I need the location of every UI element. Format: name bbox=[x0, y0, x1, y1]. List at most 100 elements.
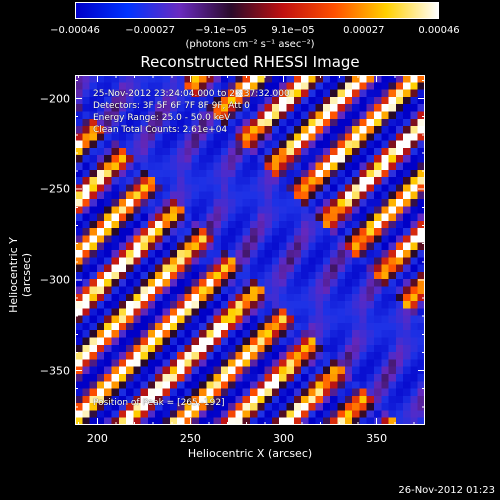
heatmap-cell bbox=[242, 301, 251, 309]
heatmap-cell bbox=[177, 235, 185, 244]
heatmap-cell bbox=[330, 264, 338, 273]
heatmap-cell bbox=[417, 235, 425, 244]
heatmap-cell bbox=[293, 104, 302, 112]
heatmap-cell bbox=[264, 162, 273, 171]
heatmap-cell bbox=[184, 133, 193, 142]
heatmap-cell bbox=[308, 155, 317, 163]
heatmap-cell bbox=[381, 315, 389, 324]
heatmap-cell bbox=[352, 330, 360, 338]
heatmap-cell bbox=[133, 279, 142, 287]
heatmap-cell bbox=[213, 293, 222, 302]
heatmap-cell bbox=[126, 286, 134, 295]
heatmap-cell bbox=[235, 104, 244, 112]
heatmap-cell bbox=[198, 352, 207, 360]
heatmap-cell bbox=[337, 395, 346, 404]
heatmap-cell bbox=[388, 184, 397, 193]
heatmap-cell bbox=[381, 271, 389, 280]
heatmap-cell bbox=[388, 330, 397, 338]
heatmap-cell bbox=[206, 162, 214, 171]
heatmap-cell bbox=[395, 220, 404, 229]
heatmap-cell bbox=[235, 133, 244, 142]
heatmap-cell bbox=[126, 133, 134, 142]
heatmap-cell bbox=[381, 403, 389, 411]
heatmap-cell bbox=[352, 82, 360, 90]
heatmap-cell bbox=[344, 191, 353, 200]
heatmap-cell bbox=[155, 395, 163, 404]
heatmap-cell bbox=[89, 140, 98, 149]
heatmap-cell bbox=[308, 184, 317, 193]
heatmap-cell bbox=[96, 293, 105, 302]
heatmap-cell bbox=[395, 279, 404, 287]
heatmap-cell bbox=[264, 388, 273, 397]
heatmap-cell bbox=[126, 184, 134, 193]
heatmap-cell bbox=[359, 388, 368, 397]
heatmap-cell bbox=[301, 315, 309, 324]
heatmap-cell bbox=[235, 388, 244, 397]
heatmap-cell bbox=[220, 220, 229, 229]
heatmap-cell bbox=[395, 133, 404, 142]
heatmap-cell bbox=[286, 228, 295, 236]
heatmap-cell bbox=[177, 373, 185, 382]
heatmap-cell bbox=[235, 337, 244, 346]
heatmap-cell bbox=[359, 264, 368, 273]
heatmap-cell bbox=[308, 271, 317, 280]
heatmap-cell bbox=[147, 82, 156, 90]
heatmap-cell bbox=[279, 271, 287, 280]
heatmap-cell bbox=[198, 366, 207, 375]
heatmap-cell bbox=[257, 162, 265, 171]
heatmap-cell bbox=[279, 162, 287, 171]
heatmap-cell bbox=[271, 250, 280, 258]
heatmap-cell bbox=[184, 177, 193, 185]
heatmap-cell bbox=[242, 403, 251, 411]
heatmap-cell bbox=[403, 111, 411, 120]
heatmap-cell bbox=[82, 213, 90, 222]
heatmap-cell bbox=[162, 235, 171, 244]
heatmap-cell bbox=[169, 177, 178, 185]
heatmap-cell bbox=[242, 271, 251, 280]
heatmap-cell bbox=[352, 111, 360, 120]
heatmap-cell bbox=[250, 250, 258, 258]
heatmap-cell bbox=[322, 308, 331, 317]
heatmap-cell bbox=[250, 89, 258, 98]
heatmap-cell bbox=[322, 89, 331, 98]
heatmap-cell bbox=[82, 322, 90, 331]
heatmap-cell bbox=[315, 169, 324, 178]
heatmap-cell bbox=[359, 257, 368, 265]
heatmap-cell bbox=[403, 373, 411, 382]
heatmap-cell bbox=[301, 89, 309, 98]
heatmap-cell bbox=[301, 388, 309, 397]
heatmap-cell bbox=[111, 235, 120, 244]
heatmap-cell bbox=[293, 140, 302, 149]
heatmap-cell bbox=[337, 242, 346, 251]
heatmap-cell bbox=[279, 403, 287, 411]
heatmap-cell bbox=[111, 169, 120, 178]
heatmap-cell bbox=[388, 198, 397, 207]
heatmap-cell bbox=[111, 279, 120, 287]
heatmap-cell bbox=[330, 373, 338, 382]
heatmap-cell bbox=[133, 264, 142, 273]
annotation-time-range: 25-Nov-2012 23:24:04.000 to 23:37:32.000 bbox=[93, 89, 290, 99]
heatmap-cell bbox=[133, 322, 142, 331]
heatmap-cell bbox=[293, 235, 302, 244]
heatmap-cell bbox=[337, 388, 346, 397]
heatmap-cell bbox=[337, 330, 346, 338]
heatmap-cell bbox=[75, 82, 83, 90]
heatmap-cell bbox=[271, 184, 280, 193]
heatmap-cell bbox=[359, 198, 368, 207]
heatmap-cell bbox=[220, 366, 229, 375]
heatmap-cell bbox=[250, 366, 258, 375]
heatmap-cell bbox=[417, 344, 425, 353]
heatmap-cell bbox=[286, 162, 295, 171]
heatmap-cell bbox=[293, 381, 302, 389]
heatmap-cell bbox=[410, 352, 419, 360]
heatmap-cell bbox=[198, 344, 207, 353]
heatmap-cell bbox=[410, 162, 419, 171]
heatmap-cell bbox=[352, 191, 360, 200]
heatmap-cell bbox=[250, 206, 258, 214]
heatmap-cell bbox=[184, 206, 193, 214]
heatmap-cell bbox=[191, 359, 200, 368]
heatmap-cell bbox=[133, 417, 142, 425]
heatmap-cell bbox=[344, 89, 353, 98]
heatmap-cell bbox=[147, 169, 156, 178]
heatmap-cell bbox=[213, 213, 222, 222]
